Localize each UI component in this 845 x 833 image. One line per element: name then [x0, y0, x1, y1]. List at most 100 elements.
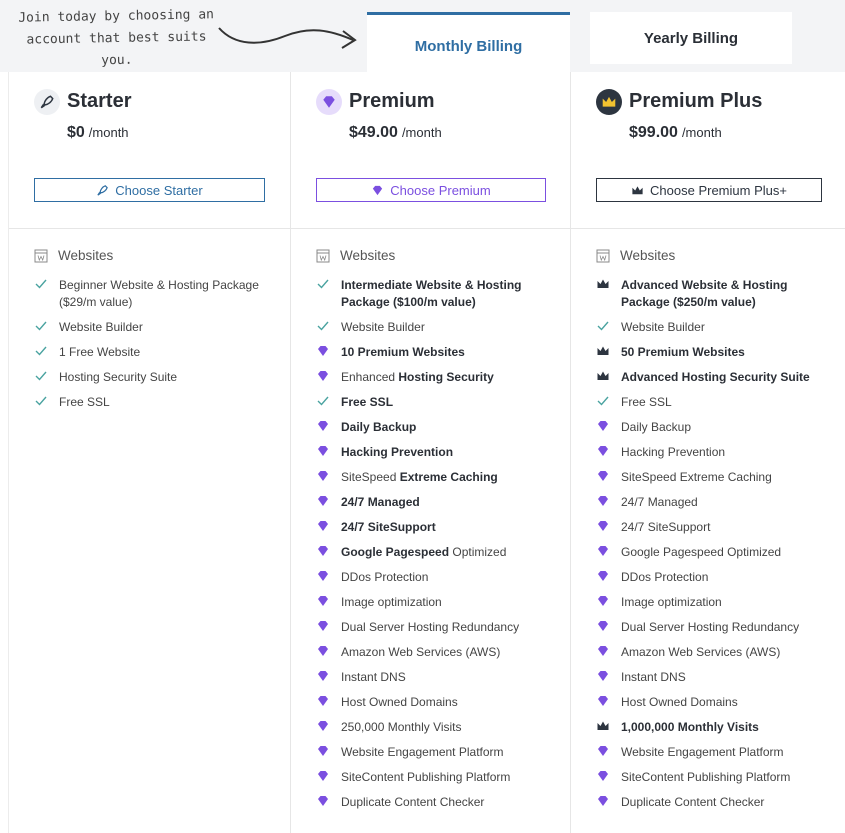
feature-icon	[598, 646, 608, 656]
billing-tab[interactable]: Yearly Billing	[590, 12, 792, 64]
feature-text: Free SSL	[59, 394, 110, 411]
feature: Free SSL	[316, 394, 556, 411]
feature-part: Extreme Caching	[399, 470, 498, 484]
choose-button[interactable]: Choose Premium	[316, 178, 546, 202]
note: Join today by choosing an account that b…	[18, 7, 215, 69]
feature-part: Amazon Web Services (AWS)	[621, 645, 781, 659]
feature-icon	[317, 396, 329, 406]
plan-column: Premium Plus $99.00/month Choose Premium P…	[570, 72, 845, 833]
section-icon	[34, 249, 48, 262]
feature-part: SiteSpeed	[341, 470, 400, 484]
billing-tab[interactable]: Monthly Billing	[367, 12, 570, 72]
feature-part: Beginner Website & Hosting Package ($29/…	[59, 278, 263, 309]
feature-text: Daily Backup	[341, 419, 416, 436]
feature: Website Builder	[316, 319, 556, 336]
button-icon	[373, 185, 383, 195]
feature: Host Owned Domains	[316, 694, 556, 711]
feature-text: Host Owned Domains	[621, 694, 738, 711]
feature-part: DDos Protection	[621, 570, 709, 584]
feature-icon	[318, 521, 328, 531]
feature-text: Free SSL	[341, 394, 393, 411]
feature: SiteSpeed Extreme Caching	[596, 469, 832, 486]
feature: Duplicate Content Checker	[316, 794, 556, 811]
feature-part: Daily Backup	[621, 420, 692, 434]
feature-list: Intermediate Website & Hosting Package (…	[316, 277, 556, 819]
feature-text: Beginner Website & Hosting Package ($29/…	[59, 277, 275, 311]
feature-text: Google Pagespeed Optimized	[341, 544, 506, 561]
feature: SiteSpeed Extreme Caching	[316, 469, 556, 486]
feature-text: Instant DNS	[621, 669, 686, 686]
feature-text: Duplicate Content Checker	[621, 794, 764, 811]
feature: Duplicate Content Checker	[596, 794, 832, 811]
feature: 24/7 SiteSupport	[596, 519, 832, 536]
feature-part: Optimized	[449, 545, 507, 559]
feature-text: 24/7 SiteSupport	[621, 519, 710, 536]
feature-icon	[35, 346, 47, 356]
feature-icon	[598, 421, 608, 431]
choose-button[interactable]: Choose Premium Plus+	[596, 178, 822, 202]
feature-part: 1 Free Website	[59, 345, 141, 359]
feature-part: Dual Server Hosting Redundancy	[621, 620, 800, 634]
feature-part: Hacking Prevention	[341, 445, 454, 459]
plan-price: $99.00/month	[629, 124, 722, 142]
feature: Hacking Prevention	[596, 444, 832, 461]
feature: 50 Premium Websites	[596, 344, 832, 361]
feature-icon	[35, 371, 47, 381]
feature-part: SiteContent Publishing Platform	[341, 770, 511, 784]
feature-text: Enhanced Hosting Security	[341, 369, 494, 386]
feature: SiteContent Publishing Platform	[316, 769, 556, 786]
feature: 24/7 Managed	[316, 494, 556, 511]
plan-header: Premium Plus $99.00/month Choose Premium P…	[571, 72, 845, 229]
feature-part: SiteContent Publishing Platform	[621, 770, 791, 784]
feature-part: 1,000,000 Monthly Visits	[621, 720, 759, 734]
feature-icon	[318, 446, 328, 456]
feature-part: Daily Backup	[341, 420, 417, 434]
feature: Advanced Website & Hosting Package ($250…	[596, 277, 832, 311]
feature: 24/7 SiteSupport	[316, 519, 556, 536]
feature-text: SiteSpeed Extreme Caching	[621, 469, 772, 486]
feature: Amazon Web Services (AWS)	[316, 644, 556, 661]
plan-column: Starter $0/month Choose Starter Websites Beg…	[9, 72, 290, 833]
feature: Advanced Hosting Security Suite	[596, 369, 832, 386]
feature-icon	[598, 746, 608, 756]
feature-icon	[318, 771, 328, 781]
feature-icon	[598, 596, 608, 606]
feature-part: 24/7 Managed	[341, 495, 420, 509]
feature-text: Amazon Web Services (AWS)	[621, 644, 780, 661]
feature-text: DDos Protection	[621, 569, 708, 586]
feature-icon	[318, 596, 328, 606]
plan-icon	[596, 89, 622, 115]
button-icon	[632, 185, 643, 194]
feature: Beginner Website & Hosting Package ($29/…	[34, 277, 275, 311]
feature-part: Advanced Hosting Security Suite	[621, 370, 810, 384]
feature: DDos Protection	[316, 569, 556, 586]
feature-text: Instant DNS	[341, 669, 406, 686]
feature-part: Instant DNS	[621, 670, 686, 684]
feature-part: Hacking Prevention	[621, 445, 726, 459]
price-period: /month	[681, 125, 722, 140]
feature-part: DDos Protection	[341, 570, 429, 584]
feature-icon	[598, 796, 608, 806]
feature-text: 24/7 SiteSupport	[341, 519, 436, 536]
feature-text: Dual Server Hosting Redundancy	[621, 619, 799, 636]
feature-icon	[597, 371, 609, 380]
feature-text: SiteContent Publishing Platform	[621, 769, 790, 786]
feature-icon	[318, 646, 328, 656]
feature-text: Daily Backup	[621, 419, 691, 436]
feature-icon	[318, 721, 328, 731]
feature-text: Hacking Prevention	[341, 444, 453, 461]
feature-icon	[317, 321, 329, 331]
button-label: Choose Starter	[115, 182, 203, 198]
feature-part: Duplicate Content Checker	[341, 795, 485, 809]
feature-text: Website Builder	[59, 319, 143, 336]
feature-text: Host Owned Domains	[341, 694, 458, 711]
feature: Website Builder	[596, 319, 832, 336]
choose-button[interactable]: Choose Starter	[34, 178, 265, 202]
feature-text: 1 Free Website	[59, 344, 140, 361]
plan-icon-glyph	[40, 95, 54, 109]
price-period: /month	[401, 125, 442, 140]
feature-part: Free SSL	[621, 395, 672, 409]
feature-icon	[318, 496, 328, 506]
feature-part: Dual Server Hosting Redundancy	[341, 620, 520, 634]
